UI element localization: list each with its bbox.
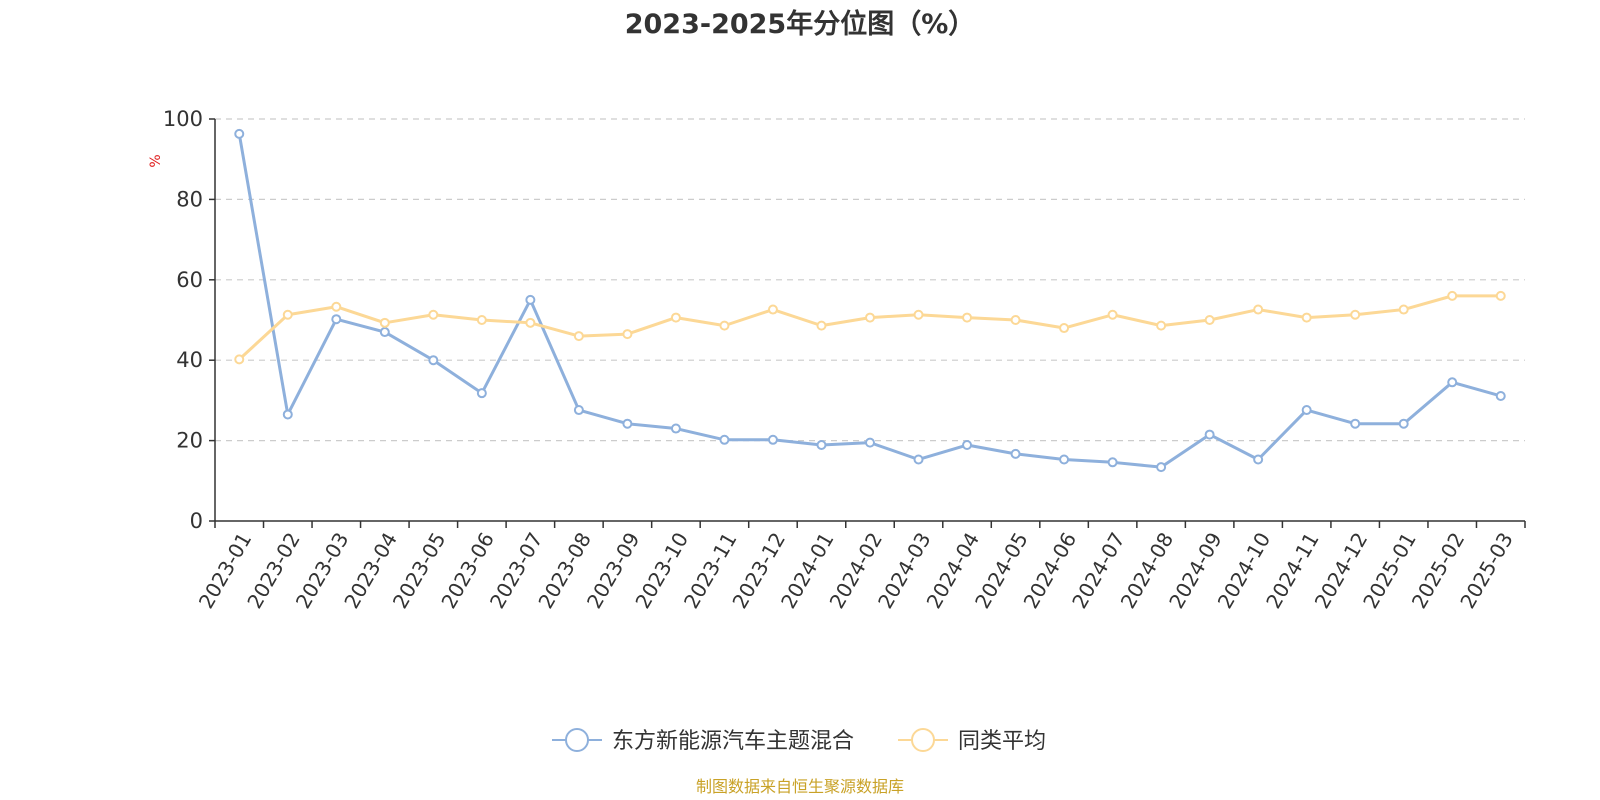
y-tick-label: 0: [190, 509, 203, 533]
data-point: [767, 434, 778, 445]
data-point: [719, 320, 730, 331]
legend-label: 同类平均: [958, 729, 1046, 754]
legend-item-0[interactable]: 东方新能源汽车主题混合: [552, 728, 854, 754]
data-point: [525, 294, 536, 305]
data-point: [1204, 315, 1215, 325]
data-point: [816, 440, 827, 451]
data-point: [1107, 457, 1118, 468]
data-point: [1059, 454, 1070, 465]
y-tick-label: 60: [176, 268, 203, 292]
data-point: [767, 304, 778, 315]
data-point: [379, 327, 390, 338]
series-line-0: [237, 133, 1502, 469]
data-point: [913, 309, 924, 320]
data-point: [573, 331, 584, 342]
series-1: [234, 290, 1506, 365]
data-point: [1350, 309, 1361, 320]
data-point: [428, 309, 439, 320]
x-tick-labels: 2023-012023-022023-032023-042023-052023-…: [194, 528, 1518, 612]
data-point: [1495, 390, 1506, 401]
data-source-note: 制图数据来自恒生聚源数据库: [696, 777, 904, 796]
y-axis-unit: %: [148, 154, 164, 167]
data-point: [622, 418, 633, 429]
data-point: [816, 320, 827, 331]
data-point: [622, 329, 633, 340]
data-point: [670, 312, 681, 323]
data-point: [865, 312, 875, 323]
data-point: [379, 317, 390, 328]
data-point: [234, 354, 245, 365]
data-point: [962, 440, 973, 451]
data-point: [1107, 309, 1118, 320]
data-point: [476, 388, 487, 399]
data-point: [670, 423, 681, 434]
data-point: [1204, 429, 1215, 440]
legend[interactable]: 东方新能源汽车主题混合 同类平均: [552, 728, 1046, 754]
data-point: [331, 314, 342, 325]
y-tick-label: 100: [163, 107, 203, 131]
y-tick-label: 20: [176, 429, 203, 453]
axes: [209, 118, 1526, 528]
data-point: [1301, 405, 1312, 416]
legend-label: 东方新能源汽车主题混合: [612, 729, 854, 754]
data-point: [476, 315, 487, 325]
data-point: [1156, 462, 1167, 473]
data-point: [331, 301, 342, 312]
data-point: [428, 355, 439, 366]
data-point: [525, 317, 536, 328]
data-point: [1156, 320, 1167, 331]
legend-item-1[interactable]: 同类平均: [898, 728, 1046, 754]
grid-lines: [215, 118, 1525, 442]
data-point: [719, 434, 730, 445]
data-point: [913, 454, 924, 465]
data-point: [1350, 418, 1361, 429]
data-point: [234, 128, 245, 139]
data-point: [1398, 418, 1409, 429]
data-point: [282, 409, 293, 420]
y-tick-label: 80: [176, 187, 203, 211]
data-point: [1010, 448, 1021, 459]
chart-title: 2023-2025年分位图（%）: [625, 8, 976, 40]
y-tick-label: 40: [176, 348, 203, 372]
series-0: [234, 128, 1506, 473]
data-point: [865, 437, 875, 448]
data-point: [1447, 377, 1458, 388]
data-point: [1253, 454, 1264, 465]
data-point: [1301, 312, 1312, 323]
series-line-1: [238, 294, 1501, 361]
data-point: [573, 405, 584, 416]
legend-marker-icon: [565, 728, 589, 752]
data-point: [1495, 290, 1506, 301]
legend-marker-icon: [911, 728, 935, 752]
data-point: [1010, 315, 1021, 325]
data-point: [1253, 304, 1264, 315]
data-point: [1059, 323, 1070, 334]
series-lines: [234, 128, 1506, 473]
data-point: [1447, 290, 1458, 301]
data-point: [282, 309, 293, 320]
data-point: [1398, 304, 1409, 315]
data-point: [962, 312, 973, 323]
y-tick-labels: 0 20 40 60 80 100: [163, 107, 203, 533]
